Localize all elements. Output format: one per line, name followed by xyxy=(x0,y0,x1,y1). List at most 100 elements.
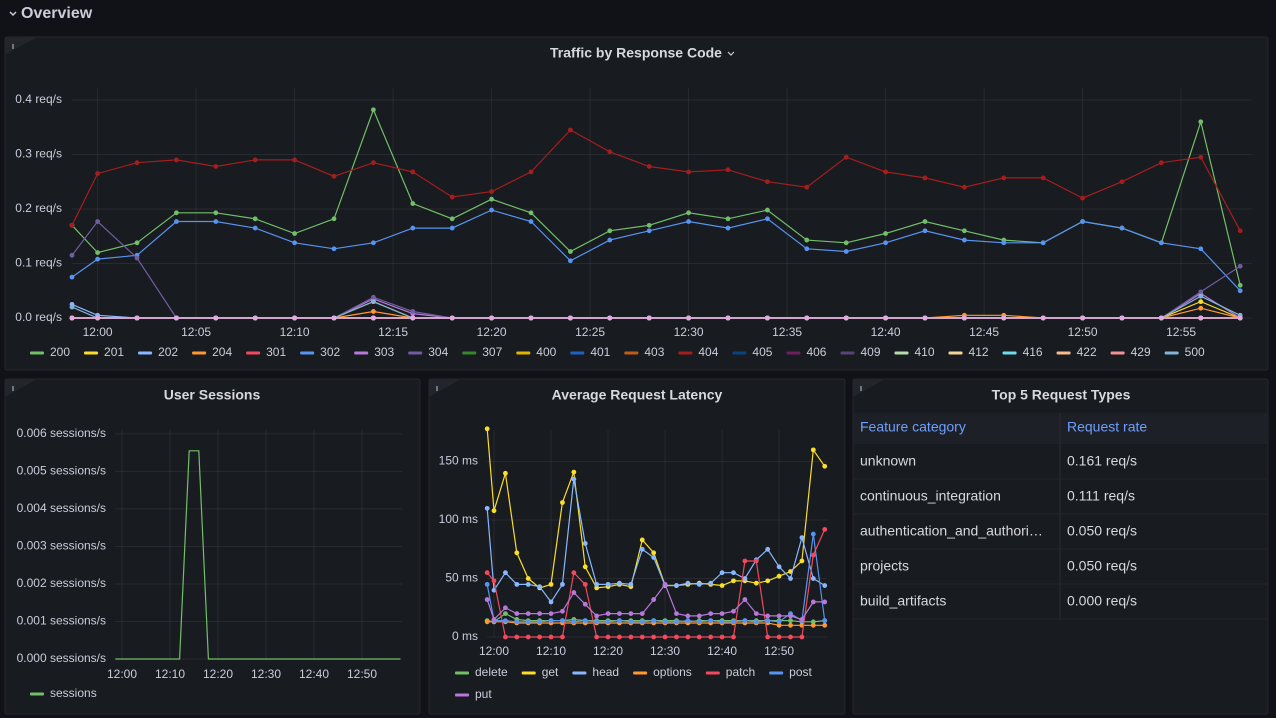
data-point xyxy=(719,570,725,576)
data-point xyxy=(810,552,816,558)
data-point xyxy=(252,157,258,163)
panel-title: Average Request Latency xyxy=(552,387,723,403)
column-header[interactable]: Feature category xyxy=(860,419,966,435)
data-point xyxy=(449,216,455,222)
data-point xyxy=(776,634,782,640)
legend-swatch xyxy=(462,351,477,355)
data-point xyxy=(639,611,645,617)
y-tick-label: 0.001 sessions/s xyxy=(17,614,106,628)
data-point xyxy=(822,527,828,532)
data-point xyxy=(594,619,600,625)
panel-content: Traffic by Response Code 0.0 req/s 0.1 req… xyxy=(15,45,1252,369)
data-point xyxy=(292,315,298,321)
x-tick-label: 12:15 xyxy=(378,325,408,339)
data-point xyxy=(371,160,376,166)
data-point xyxy=(594,585,600,591)
data-point xyxy=(95,171,101,176)
data-point xyxy=(646,315,652,321)
data-point xyxy=(537,584,543,590)
data-point xyxy=(489,196,494,202)
data-point xyxy=(69,304,75,310)
legend-label: 409 xyxy=(860,345,880,359)
data-point xyxy=(628,634,634,640)
data-point xyxy=(617,618,622,624)
section-title[interactable]: Overview xyxy=(21,5,93,22)
data-point xyxy=(174,315,179,321)
data-point xyxy=(799,558,805,564)
legend-label: 302 xyxy=(320,345,340,359)
data-point xyxy=(628,619,634,625)
x-tick-label: 12:30 xyxy=(674,325,704,339)
data-point xyxy=(525,611,531,617)
data-point xyxy=(719,583,725,588)
legend-swatch xyxy=(1164,351,1179,355)
legend-swatch xyxy=(300,351,315,355)
data-point xyxy=(594,634,600,640)
data-point xyxy=(491,617,497,622)
data-point xyxy=(804,315,810,321)
data-point xyxy=(514,634,520,640)
data-point xyxy=(213,219,219,224)
legend-label: 401 xyxy=(590,345,610,359)
data-point xyxy=(503,611,508,617)
data-point xyxy=(765,618,771,624)
data-point xyxy=(788,634,793,640)
data-point xyxy=(449,225,455,231)
data-point xyxy=(651,618,657,624)
data-point xyxy=(331,315,337,321)
y-tick-label: 0.3 req/s xyxy=(15,147,62,161)
data-point xyxy=(1237,288,1243,294)
data-point xyxy=(410,169,416,175)
data-point xyxy=(1198,154,1204,160)
y-tick-label: 0.004 sessions/s xyxy=(17,501,106,515)
data-point xyxy=(548,634,554,640)
data-point xyxy=(503,470,508,476)
data-point xyxy=(725,225,731,231)
legend-label: 201 xyxy=(104,345,124,359)
data-point xyxy=(822,618,828,624)
x-tick-label: 12:35 xyxy=(772,325,802,339)
data-point xyxy=(810,622,816,628)
data-point xyxy=(674,583,679,588)
data-point xyxy=(719,619,725,625)
data-point xyxy=(371,299,376,305)
legend-label: 416 xyxy=(1023,345,1043,359)
info-corner xyxy=(5,379,37,397)
column-header[interactable]: Request rate xyxy=(1067,419,1147,435)
data-point xyxy=(685,618,691,624)
y-tick-label: 0.002 sessions/s xyxy=(17,576,106,590)
data-point xyxy=(582,581,588,587)
y-tick-label: 0.4 req/s xyxy=(15,92,62,106)
data-point xyxy=(883,240,888,246)
data-point xyxy=(1119,225,1125,231)
data-point xyxy=(571,476,577,482)
data-point xyxy=(685,634,691,640)
legend-label: post xyxy=(789,665,812,679)
data-point xyxy=(528,315,534,321)
data-point xyxy=(95,256,101,262)
data-point xyxy=(292,240,298,246)
data-point xyxy=(685,613,691,619)
y-tick-label: 0.005 sessions/s xyxy=(17,464,106,478)
data-point xyxy=(410,201,416,206)
data-point xyxy=(331,216,337,222)
data-point xyxy=(742,597,748,602)
data-point xyxy=(560,581,565,587)
legend-label: 200 xyxy=(50,345,70,359)
data-point xyxy=(292,157,298,163)
table-cell: projects xyxy=(860,558,909,574)
data-point xyxy=(489,315,494,321)
data-point xyxy=(843,249,849,254)
legend-label: 403 xyxy=(644,345,664,359)
data-point xyxy=(764,207,770,213)
data-point xyxy=(674,634,679,640)
data-point xyxy=(607,228,613,234)
data-point xyxy=(134,255,140,261)
data-point xyxy=(804,184,810,190)
data-point xyxy=(525,619,531,625)
table-cell: build_artifacts xyxy=(860,593,946,609)
legend-swatch xyxy=(455,671,469,675)
data-point xyxy=(514,581,520,587)
collapse-icon[interactable] xyxy=(9,11,17,17)
data-point xyxy=(765,634,771,640)
